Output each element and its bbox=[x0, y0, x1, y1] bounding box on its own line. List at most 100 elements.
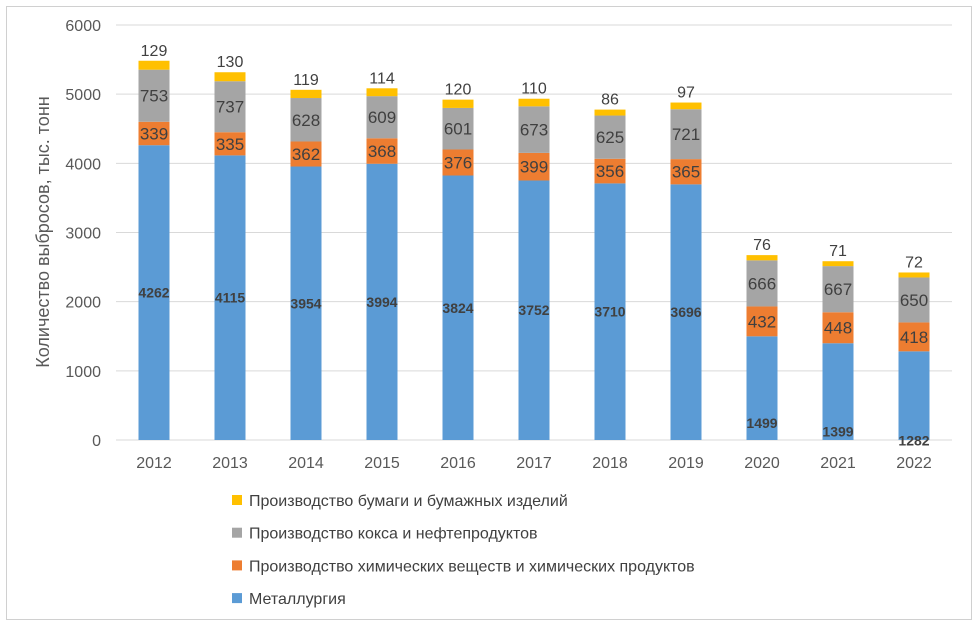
data-label: 3824 bbox=[442, 300, 473, 316]
data-label: 1399 bbox=[822, 424, 853, 440]
y-tick-label: 3000 bbox=[65, 226, 101, 243]
y-axis-label: Количество выбросов, тыс. тонн bbox=[33, 96, 53, 367]
bar-segment bbox=[442, 175, 474, 441]
data-label: 737 bbox=[216, 98, 244, 117]
legend-label: Производство кокса и нефтепродуктов bbox=[249, 526, 538, 543]
legend-label: Металлургия bbox=[249, 591, 346, 608]
data-label: 339 bbox=[140, 124, 168, 143]
bar-segment bbox=[442, 99, 474, 108]
bar-segment bbox=[670, 184, 702, 440]
bar-segment bbox=[670, 109, 702, 160]
data-label: 666 bbox=[748, 274, 776, 293]
bar-segment bbox=[518, 152, 550, 181]
bar-segment bbox=[822, 343, 854, 440]
chart-frame bbox=[6, 6, 972, 620]
y-tick-label: 0 bbox=[92, 433, 101, 450]
bar-segment bbox=[366, 96, 398, 139]
bar-segment bbox=[214, 155, 246, 441]
bar-segment bbox=[898, 322, 930, 352]
data-label: 86 bbox=[601, 92, 619, 109]
data-label: 628 bbox=[292, 111, 320, 130]
bar-segment bbox=[822, 261, 854, 267]
data-label: 418 bbox=[900, 328, 928, 347]
bar-segment bbox=[518, 98, 550, 107]
data-label: 114 bbox=[369, 70, 395, 87]
y-tick-label: 1000 bbox=[65, 364, 101, 381]
data-label: 448 bbox=[824, 319, 852, 338]
y-tick-label: 5000 bbox=[65, 87, 101, 104]
data-label: 362 bbox=[292, 145, 320, 164]
bar-segment bbox=[518, 180, 550, 440]
data-label: 1499 bbox=[746, 415, 777, 431]
legend-swatch bbox=[232, 527, 242, 538]
data-label: 1282 bbox=[898, 433, 929, 449]
bar-segment bbox=[670, 159, 702, 185]
bar-segment bbox=[594, 115, 626, 159]
data-label: 71 bbox=[829, 243, 847, 260]
legend-label: Производство химических веществ и химиче… bbox=[249, 558, 695, 575]
x-tick-label: 2021 bbox=[820, 455, 856, 472]
data-label: 4262 bbox=[138, 285, 169, 301]
bar-segment bbox=[746, 306, 778, 337]
bar-segment bbox=[898, 351, 930, 440]
bar-segment bbox=[290, 166, 322, 440]
data-label: 673 bbox=[520, 121, 548, 140]
bar-segment bbox=[290, 98, 322, 142]
x-tick-label: 2015 bbox=[364, 455, 400, 472]
legend-label: Производство бумаги и бумажных изделий bbox=[249, 493, 568, 510]
bar-segment bbox=[898, 272, 930, 278]
x-tick-label: 2012 bbox=[136, 455, 172, 472]
bar-segment bbox=[214, 132, 246, 156]
data-label: 368 bbox=[368, 142, 396, 161]
data-label: 335 bbox=[216, 135, 244, 154]
x-tick-label: 2020 bbox=[744, 455, 780, 472]
bar-segment bbox=[138, 60, 170, 70]
bar-segment bbox=[214, 72, 246, 82]
x-tick-label: 2018 bbox=[592, 455, 628, 472]
data-label: 432 bbox=[748, 312, 776, 331]
legend-swatch bbox=[232, 560, 242, 571]
data-label: 650 bbox=[900, 291, 928, 310]
x-tick-label: 2014 bbox=[288, 455, 324, 472]
bar-segment bbox=[898, 277, 930, 323]
bar-segment bbox=[594, 158, 626, 184]
bar-segment bbox=[746, 336, 778, 440]
data-label: 3696 bbox=[670, 304, 701, 320]
data-label: 76 bbox=[753, 237, 771, 254]
x-tick-label: 2017 bbox=[516, 455, 552, 472]
data-label: 3752 bbox=[518, 302, 549, 318]
bar-segment bbox=[442, 107, 474, 150]
legend-swatch bbox=[232, 593, 242, 604]
bar-segment bbox=[746, 260, 778, 307]
bar-segment bbox=[822, 312, 854, 344]
x-tick-label: 2013 bbox=[212, 455, 248, 472]
bar-segment bbox=[290, 89, 322, 99]
bar-segment bbox=[138, 121, 170, 146]
bar-segment bbox=[594, 183, 626, 440]
y-tick-label: 4000 bbox=[65, 156, 101, 173]
data-label: 601 bbox=[444, 120, 472, 139]
data-label: 365 bbox=[672, 163, 700, 182]
bar-segment bbox=[138, 145, 170, 440]
y-tick-label: 2000 bbox=[65, 295, 101, 312]
data-label: 625 bbox=[596, 128, 624, 147]
data-label: 3994 bbox=[366, 294, 397, 310]
bar-segment bbox=[822, 266, 854, 313]
data-label: 130 bbox=[217, 54, 244, 71]
data-label: 399 bbox=[520, 158, 548, 177]
x-tick-label: 2019 bbox=[668, 455, 704, 472]
bar-segment bbox=[594, 109, 626, 116]
bar-segment bbox=[214, 81, 246, 133]
data-label: 4115 bbox=[215, 290, 246, 306]
bar-segment bbox=[442, 149, 474, 176]
bar-segment bbox=[670, 102, 702, 110]
data-label: 3954 bbox=[290, 295, 321, 311]
bar-segment bbox=[518, 106, 550, 153]
bar-segment bbox=[366, 88, 398, 97]
data-label: 3710 bbox=[594, 304, 625, 320]
data-label: 376 bbox=[444, 154, 472, 173]
legend-swatch bbox=[232, 495, 242, 505]
data-label: 667 bbox=[824, 280, 852, 299]
data-label: 721 bbox=[672, 125, 700, 144]
